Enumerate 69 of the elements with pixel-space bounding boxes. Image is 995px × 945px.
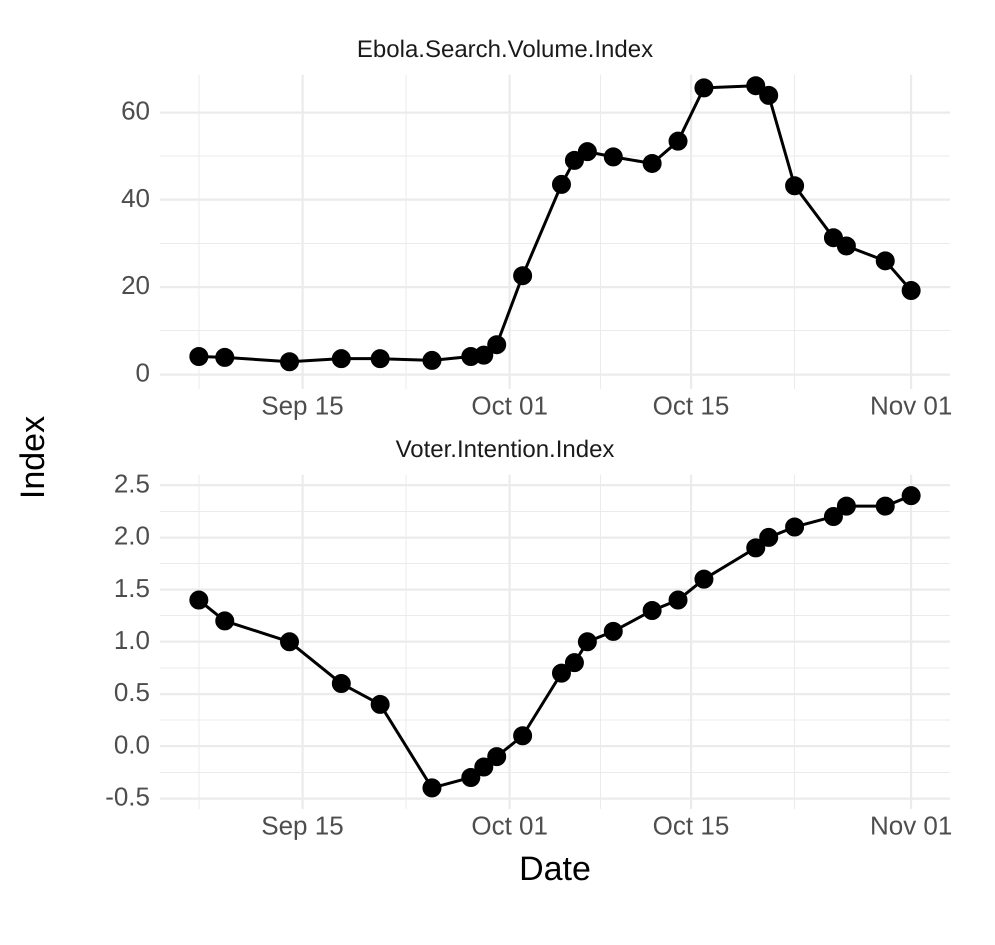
x-tick-label: Oct 15 [652, 810, 730, 841]
point [642, 600, 662, 620]
point [513, 266, 532, 286]
point [280, 352, 300, 372]
point [332, 674, 351, 694]
x-tick-label: Sep 15 [261, 810, 344, 841]
point [461, 768, 480, 787]
point [824, 507, 843, 526]
point [487, 335, 506, 354]
x-tick-label: Oct 01 [471, 810, 548, 841]
chart-title: Voter.Intention.Index [396, 436, 614, 464]
point [189, 590, 208, 610]
point [215, 611, 234, 630]
y-tick-label: -0.5 [105, 782, 150, 812]
chart-title: Ebola.Search.Volume.Index [356, 36, 654, 64]
point [513, 726, 532, 746]
point [759, 528, 778, 547]
point [332, 349, 351, 368]
y-tick-label: 20 [121, 270, 150, 300]
point [604, 622, 623, 641]
point [902, 281, 921, 300]
point [280, 632, 300, 652]
point [370, 694, 390, 714]
point [474, 758, 494, 777]
point [215, 348, 234, 367]
point [642, 154, 662, 173]
y-axis-title: Index [14, 416, 54, 500]
point [694, 570, 714, 589]
y-tick-label: 60 [121, 96, 150, 126]
point [876, 496, 895, 516]
point [552, 174, 571, 194]
point [785, 517, 804, 536]
point [824, 228, 843, 248]
point [668, 590, 688, 610]
point [564, 150, 584, 170]
point [876, 251, 895, 270]
point [189, 346, 208, 366]
x-axis-title: Date [518, 850, 592, 889]
point [604, 147, 623, 166]
y-tick-label: 1.5 [114, 572, 150, 603]
x-tick-label: Sep 15 [261, 390, 344, 421]
y-tick-label: 0.0 [114, 729, 150, 760]
x-tick-label: Nov 01 [870, 390, 952, 421]
point [578, 632, 597, 652]
point [785, 176, 804, 196]
point [422, 350, 442, 370]
point [668, 132, 688, 151]
point [564, 653, 584, 672]
y-tick-label: 1.0 [114, 624, 150, 655]
point [902, 486, 921, 506]
x-tick-label: Oct 15 [652, 390, 730, 421]
point [746, 76, 766, 96]
point [746, 538, 766, 558]
point [370, 349, 390, 368]
x-tick-label: Oct 01 [471, 390, 548, 421]
point [487, 747, 506, 766]
x-tick-label: Nov 01 [870, 810, 952, 841]
point [552, 664, 571, 683]
point [759, 86, 778, 105]
point [836, 496, 856, 516]
y-tick-label: 40 [121, 182, 150, 213]
point [422, 778, 442, 798]
y-tick-label: 2.0 [114, 520, 150, 551]
y-tick-label: 2.5 [114, 468, 150, 498]
y-tick-label: 0.5 [114, 677, 150, 708]
y-tick-label: 0 [136, 358, 150, 388]
point [694, 78, 714, 98]
point [578, 142, 597, 162]
point [836, 236, 856, 256]
